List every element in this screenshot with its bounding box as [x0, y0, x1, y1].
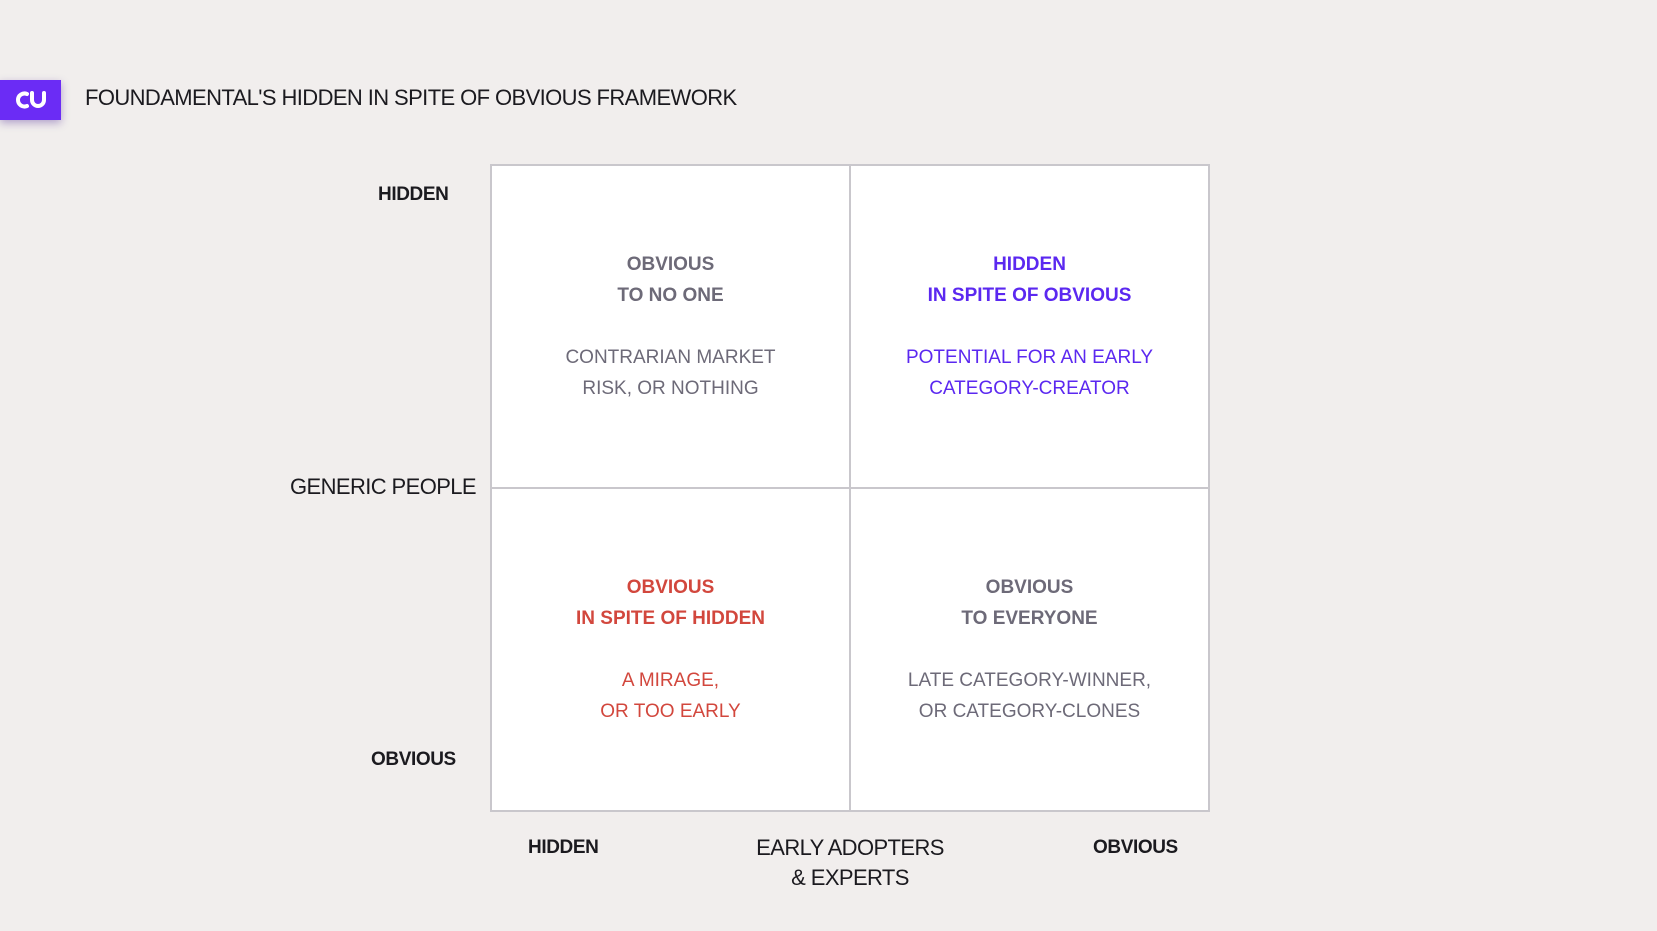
x-axis-title-line: & EXPERTS	[791, 865, 909, 890]
y-axis-top-label: HIDDEN	[378, 184, 449, 205]
quadrant-bottom-right: OBVIOUS TO EVERYONE LATE CATEGORY-WINNER…	[850, 488, 1208, 810]
brand-logo	[0, 80, 61, 120]
framework-matrix: OBVIOUS TO NO ONE CONTRARIAN MARKET RISK…	[490, 164, 1210, 812]
quadrant-heading: OBVIOUS TO EVERYONE	[961, 572, 1097, 634]
quadrant-desc-line: OR CATEGORY-CLONES	[918, 701, 1141, 722]
quadrant-heading-line: OBVIOUS	[626, 577, 715, 598]
y-axis-bottom-label: OBVIOUS	[371, 749, 456, 770]
quadrant-heading-line: OBVIOUS	[985, 577, 1074, 598]
quadrant-heading-line: TO NO ONE	[617, 285, 724, 306]
y-axis-title: GENERIC PEOPLE	[290, 474, 477, 499]
x-axis-title: EARLY ADOPTERS & EXPERTS	[700, 833, 1000, 893]
quadrant-desc-line: CATEGORY-CREATOR	[929, 378, 1130, 399]
quadrant-description: LATE CATEGORY-WINNER, OR CATEGORY-CLONES	[908, 665, 1151, 727]
page-title: FOUNDAMENTAL'S HIDDEN IN SPITE OF OBVIOU…	[85, 85, 737, 110]
quadrant-desc-line: A MIRAGE,	[621, 670, 720, 691]
quadrant-desc-line: RISK, OR NOTHING	[582, 378, 759, 399]
quadrant-heading-line: IN SPITE OF OBVIOUS	[927, 285, 1132, 306]
quadrant-top-left: OBVIOUS TO NO ONE CONTRARIAN MARKET RISK…	[492, 166, 850, 488]
quadrant-bottom-left: OBVIOUS IN SPITE OF HIDDEN A MIRAGE, OR …	[492, 488, 850, 810]
quadrant-heading-line: TO EVERYONE	[961, 608, 1098, 629]
quadrant-desc-line: LATE CATEGORY-WINNER,	[907, 670, 1152, 691]
quadrant-heading-line: OBVIOUS	[626, 254, 715, 275]
quadrant-description: POTENTIAL FOR AN EARLY CATEGORY-CREATOR	[906, 342, 1153, 404]
quadrant-description: A MIRAGE, OR TOO EARLY	[600, 665, 740, 727]
quadrant-heading-line: HIDDEN	[993, 254, 1066, 275]
quadrant-heading: HIDDEN IN SPITE OF OBVIOUS	[928, 249, 1132, 311]
quadrant-heading-line: IN SPITE OF HIDDEN	[576, 608, 765, 629]
quadrant-heading: OBVIOUS TO NO ONE	[617, 249, 723, 311]
fundamental-logo-icon	[15, 91, 46, 109]
quadrant-heading: OBVIOUS IN SPITE OF HIDDEN	[576, 572, 765, 634]
x-axis-right-label: OBVIOUS	[1093, 837, 1178, 858]
x-axis-left-label: HIDDEN	[528, 837, 599, 858]
x-axis-title-line: EARLY ADOPTERS	[756, 835, 944, 860]
quadrant-description: CONTRARIAN MARKET RISK, OR NOTHING	[565, 342, 775, 404]
quadrant-top-right: HIDDEN IN SPITE OF OBVIOUS POTENTIAL FOR…	[850, 166, 1208, 488]
quadrant-desc-line: POTENTIAL FOR AN EARLY	[905, 347, 1154, 368]
quadrant-desc-line: OR TOO EARLY	[600, 701, 741, 722]
quadrant-desc-line: CONTRARIAN MARKET	[565, 347, 776, 368]
